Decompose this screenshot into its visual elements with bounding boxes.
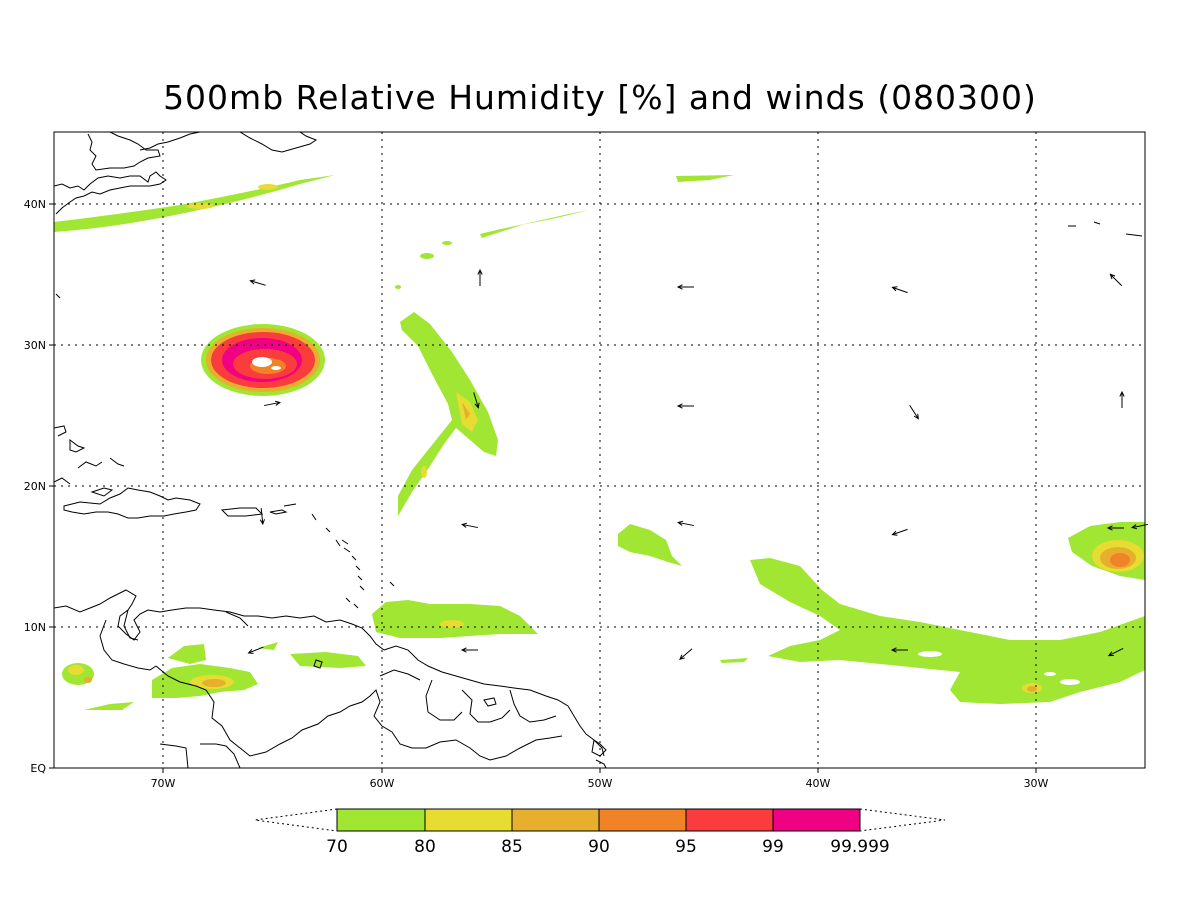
- lat-label: 10N: [24, 621, 46, 634]
- lat-label: 40N: [24, 198, 46, 211]
- colorbar-swatch: [511, 808, 600, 832]
- wind-arrow-icon: [891, 286, 908, 294]
- wind-arrow-icon: [891, 528, 908, 536]
- wind-arrow-icon: [890, 647, 908, 653]
- wind-arrow-icon: [676, 403, 694, 409]
- wind-arrow-icon: [249, 279, 266, 286]
- colorbar-label: 70: [326, 837, 348, 857]
- rh-blob: [618, 524, 682, 566]
- wind-arrow-icon: [676, 284, 694, 290]
- lat-label: EQ: [30, 762, 46, 775]
- wind-arrow-icon: [264, 400, 281, 407]
- wind-arrow-icon: [1109, 273, 1123, 287]
- coastlines: [54, 132, 1143, 768]
- colorbar-label: 90: [588, 837, 610, 857]
- colorbar-right-cap: [859, 808, 946, 832]
- lon-label: 70W: [151, 777, 176, 790]
- wind-arrow-icon: [1119, 390, 1125, 408]
- wind-arrow-icon: [477, 268, 483, 286]
- lat-labels: EQ 10N 20N 30N 40N: [24, 198, 47, 775]
- colorbar-label: 95: [675, 837, 697, 857]
- wind-arrow-icon: [460, 647, 478, 653]
- rh-v-feature: [398, 312, 498, 516]
- wind-arrow-icon: [461, 522, 478, 529]
- rh-spot: [420, 253, 434, 259]
- colorbar-swatch: [336, 808, 426, 832]
- wind-arrow-icon: [677, 520, 694, 527]
- colorbar-swatch: [598, 808, 687, 832]
- lat-label: 20N: [24, 480, 46, 493]
- rh-band-east: [750, 558, 1145, 704]
- wind-arrow-icon: [473, 392, 480, 409]
- colorbar-swatch: [772, 808, 861, 832]
- rh-blob: [372, 600, 538, 638]
- wind-arrow-icon: [1107, 647, 1124, 657]
- rh-blob-west: [62, 663, 94, 685]
- wind-arrow-icon: [679, 648, 693, 660]
- rh-storm-east: [1068, 522, 1145, 580]
- wind-vectors: [247, 268, 1148, 660]
- lon-label: 60W: [370, 777, 395, 790]
- colorbar-swatch: [424, 808, 513, 832]
- lon-label: 40W: [806, 777, 831, 790]
- colorbar-label: 85: [501, 837, 523, 857]
- colorbar-label: 99: [762, 837, 784, 857]
- colorbar: 70 80 85 90 95 99 99.999: [254, 808, 946, 857]
- wind-arrow-icon: [259, 507, 265, 526]
- lon-labels: 70W 60W 50W 40W 30W: [151, 777, 1049, 790]
- rh-spot: [395, 285, 401, 289]
- rh-trail: [480, 210, 588, 238]
- colorbar-swatch: [685, 808, 774, 832]
- lon-label: 30W: [1024, 777, 1049, 790]
- lat-label: 30N: [24, 339, 46, 352]
- colorbar-label: 80: [414, 837, 436, 857]
- rh-blob: [676, 175, 734, 182]
- wind-arrow-icon: [247, 646, 264, 654]
- rh-spot: [442, 241, 452, 245]
- rh-spot: [258, 184, 278, 190]
- wind-arrow-icon: [1106, 525, 1124, 531]
- hurricane-ring: [201, 324, 325, 396]
- wind-arrow-icon: [909, 405, 919, 420]
- axis-ticks: [49, 203, 1037, 773]
- lat-lon-grid: [54, 132, 1145, 768]
- map-title: 500mb Relative Humidity [%] and winds (0…: [163, 78, 1037, 117]
- rh-spot: [186, 203, 214, 209]
- colorbar-left-cap: [254, 808, 338, 832]
- colorbar-label: 99.999: [830, 837, 889, 857]
- lon-label: 50W: [588, 777, 613, 790]
